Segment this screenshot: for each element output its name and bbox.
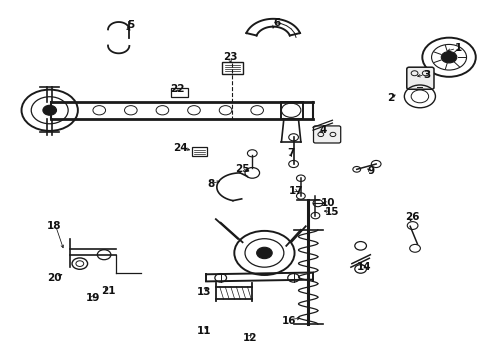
Text: 26: 26 — [405, 212, 420, 222]
FancyBboxPatch shape — [221, 62, 243, 74]
FancyBboxPatch shape — [314, 126, 341, 143]
Text: 7: 7 — [288, 148, 295, 158]
Text: 17: 17 — [289, 186, 303, 196]
Text: 14: 14 — [357, 262, 371, 272]
Text: 19: 19 — [86, 293, 100, 303]
Text: 23: 23 — [223, 52, 238, 62]
Text: 22: 22 — [170, 84, 184, 94]
Text: 16: 16 — [281, 316, 296, 325]
Text: 11: 11 — [196, 326, 211, 336]
Text: 4: 4 — [319, 125, 326, 135]
Circle shape — [441, 51, 457, 63]
FancyBboxPatch shape — [192, 147, 207, 156]
Text: 18: 18 — [48, 221, 62, 231]
Text: 21: 21 — [101, 286, 115, 296]
Text: 10: 10 — [320, 198, 335, 208]
Circle shape — [43, 105, 56, 115]
Text: 20: 20 — [48, 273, 62, 283]
Text: 13: 13 — [196, 287, 211, 297]
Text: 8: 8 — [207, 179, 215, 189]
Text: 3: 3 — [423, 70, 431, 80]
FancyBboxPatch shape — [171, 88, 188, 97]
Text: 24: 24 — [173, 143, 188, 153]
Circle shape — [257, 247, 272, 258]
Text: 2: 2 — [387, 93, 394, 103]
FancyBboxPatch shape — [407, 67, 434, 89]
Text: 12: 12 — [243, 333, 257, 343]
Text: 15: 15 — [325, 207, 340, 217]
Text: 6: 6 — [273, 18, 280, 28]
Text: 25: 25 — [235, 164, 250, 174]
Text: 1: 1 — [455, 43, 463, 53]
Text: 9: 9 — [368, 166, 375, 176]
Text: 5: 5 — [127, 20, 134, 30]
